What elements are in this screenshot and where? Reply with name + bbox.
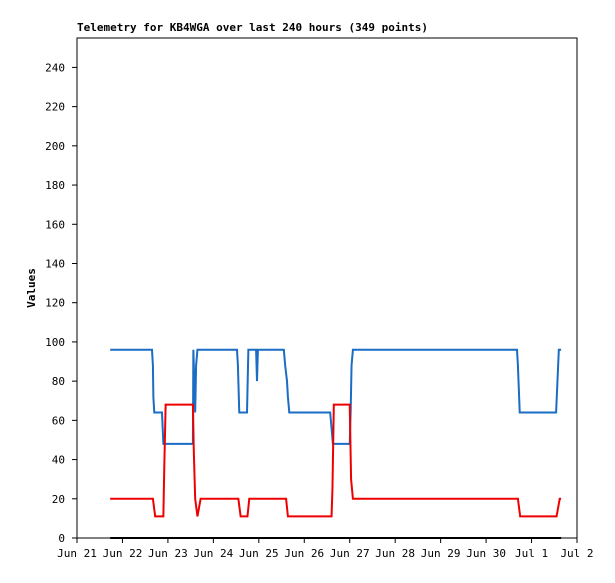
x-tick-label: Jun 28 bbox=[375, 547, 415, 560]
y-tick-label: 100 bbox=[45, 336, 65, 349]
x-tick-label: Jun 25 bbox=[239, 547, 279, 560]
x-tick-label: Jun 22 bbox=[103, 547, 143, 560]
y-axis-label: Values bbox=[25, 268, 38, 308]
plot-frame bbox=[76, 37, 578, 539]
y-tick-label: 200 bbox=[45, 140, 65, 153]
x-tick-label: Jun 26 bbox=[284, 547, 324, 560]
y-tick-label: 80 bbox=[52, 375, 65, 388]
x-tick-label: Jul 2 bbox=[560, 547, 593, 560]
y-tick-label: 20 bbox=[52, 493, 65, 506]
y-tick-label: 0 bbox=[58, 532, 65, 545]
x-tick-label: Jun 27 bbox=[330, 547, 370, 560]
y-tick-label: 160 bbox=[45, 218, 65, 231]
x-tick-label: Jun 21 bbox=[57, 547, 97, 560]
y-tick-label: 240 bbox=[45, 61, 65, 74]
y-tick-label: 140 bbox=[45, 257, 65, 270]
series-line bbox=[110, 403, 562, 518]
y-tick-label: 40 bbox=[52, 454, 65, 467]
x-tick-label: Jun 23 bbox=[148, 547, 188, 560]
x-tick-label: Jul 1 bbox=[515, 547, 548, 560]
chart-title: Telemetry for KB4WGA over last 240 hours… bbox=[77, 21, 428, 34]
x-tick-label: Jun 30 bbox=[466, 547, 506, 560]
y-tick-label: 180 bbox=[45, 179, 65, 192]
y-tick-label: 60 bbox=[52, 414, 65, 427]
y-tick-label: 220 bbox=[45, 101, 65, 114]
y-tick-label: 120 bbox=[45, 297, 65, 310]
x-tick-label: Jun 24 bbox=[193, 547, 233, 560]
x-tick-label: Jun 29 bbox=[421, 547, 461, 560]
series-line bbox=[110, 348, 562, 445]
